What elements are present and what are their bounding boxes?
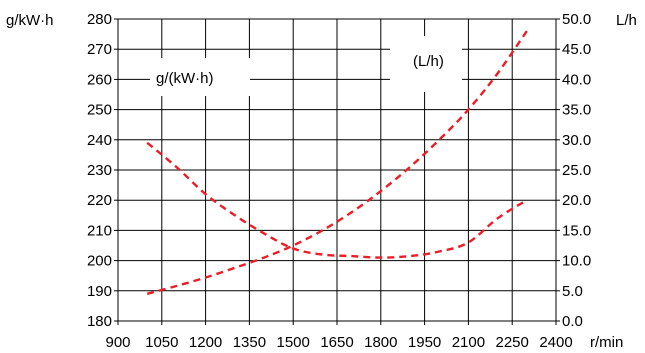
left-axis-tick-label: 230 xyxy=(87,162,112,179)
right-axis-tick-label: 35.0 xyxy=(562,102,591,119)
series-label-bsfc: g/(kW·h) xyxy=(156,70,214,87)
series-label-boxes xyxy=(150,36,462,96)
right-axis-unit-label: L/h xyxy=(616,12,637,29)
right-axis-tick-label: 10.0 xyxy=(562,253,591,270)
right-axis-tick-label: 30.0 xyxy=(562,132,591,149)
x-axis-unit-label: r/min xyxy=(590,334,623,351)
left-axis-tick-label: 240 xyxy=(87,132,112,149)
left-axis-tick-label: 250 xyxy=(87,102,112,119)
x-axis-tick-label: 1650 xyxy=(320,334,353,351)
left-axis-tick-label: 280 xyxy=(87,11,112,28)
series-line-fuel-flow xyxy=(146,30,528,295)
right-axis-tick-label: 5.0 xyxy=(562,283,583,300)
x-axis-tick-label: 2100 xyxy=(452,334,485,351)
x-axis-tick-label: 1800 xyxy=(364,334,397,351)
right-axis-tick-label: 0.0 xyxy=(562,313,583,330)
left-axis-tick-label: 270 xyxy=(87,41,112,58)
left-axis-unit-label: g/kW·h xyxy=(6,12,54,29)
x-axis-tick-label: 1200 xyxy=(189,334,222,351)
right-axis-tick-label: 45.0 xyxy=(562,41,591,58)
series-label-bsfc-box xyxy=(150,58,250,96)
x-axis-tick-label: 1350 xyxy=(233,334,266,351)
right-axis-tick-label: 20.0 xyxy=(562,192,591,209)
left-axis-tick-label: 200 xyxy=(87,253,112,270)
left-axis-tick-label: 260 xyxy=(87,71,112,88)
series-label-fuel-flow-box xyxy=(390,36,462,92)
left-axis-tick-label: 180 xyxy=(87,313,112,330)
right-axis-tick-label: 50.0 xyxy=(562,11,591,28)
x-axis-tick-label: 1500 xyxy=(277,334,310,351)
right-axis-tick-label: 25.0 xyxy=(562,162,591,179)
x-axis-tick-label: 900 xyxy=(105,334,130,351)
series-lines xyxy=(146,30,528,295)
right-axis-tick-label: 15.0 xyxy=(562,222,591,239)
axes xyxy=(114,18,560,325)
series-label-fuel-flow: (L/h) xyxy=(413,53,444,70)
left-axis-tick-label: 190 xyxy=(87,283,112,300)
right-axis-tick-label: 40.0 xyxy=(562,71,591,88)
x-axis-tick-label: 2400 xyxy=(539,334,572,351)
tick-labels: 180 190 200 210 220 230 240 250 260 270 280 0.0 5.0 1… xyxy=(87,11,591,351)
left-axis-tick-label: 210 xyxy=(87,222,112,239)
left-axis-tick-label: 220 xyxy=(87,192,112,209)
x-axis-tick-label: 2250 xyxy=(496,334,529,351)
x-axis-tick-label: 1950 xyxy=(408,334,441,351)
x-axis-tick-label: 1050 xyxy=(145,334,178,351)
